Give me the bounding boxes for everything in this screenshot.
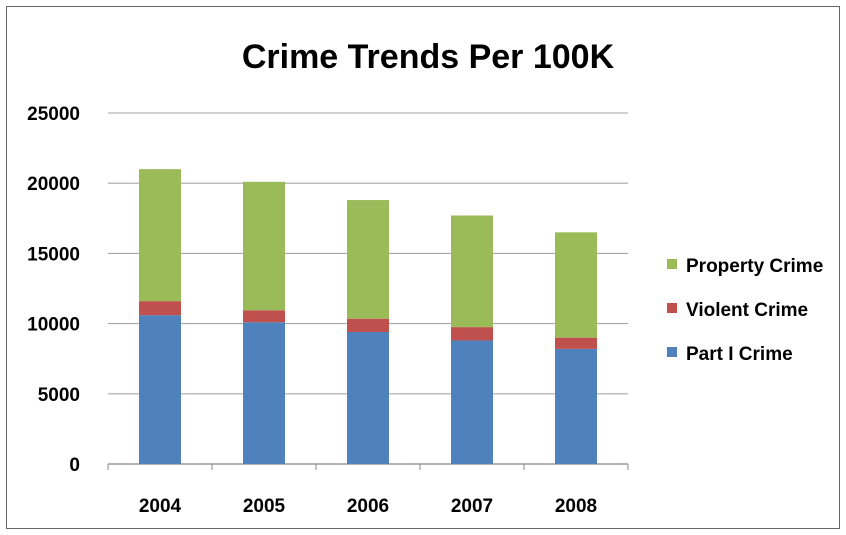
bar-property-crime-2006 bbox=[347, 200, 389, 319]
bars bbox=[139, 169, 597, 464]
bar-violent-crime-2004 bbox=[139, 301, 181, 316]
legend-swatch-part-i-crime bbox=[667, 347, 677, 357]
y-tick-label-5000: 5000 bbox=[38, 385, 80, 406]
bar-property-crime-2005 bbox=[243, 181, 285, 311]
y-tick-label-15000: 15000 bbox=[27, 244, 80, 265]
y-tick-label-10000: 10000 bbox=[27, 315, 80, 336]
bar-violent-crime-2007 bbox=[451, 327, 493, 341]
y-axis-ticks: 0 5000 10000 15000 20000 25000 bbox=[27, 104, 80, 476]
bar-part-i-crime-2007 bbox=[451, 340, 493, 464]
x-tick-label-2006: 2006 bbox=[347, 496, 389, 517]
gridlines bbox=[107, 112, 629, 470]
bar-property-crime-2004 bbox=[139, 169, 181, 302]
bar-part-i-crime-2006 bbox=[347, 332, 389, 464]
bar-violent-crime-2006 bbox=[347, 318, 389, 333]
legend: Property Crime Violent Crime Part I Crime bbox=[667, 256, 823, 365]
x-tick-label-2005: 2005 bbox=[243, 496, 286, 517]
legend-swatch-property-crime bbox=[667, 259, 677, 269]
x-tick-label-2008: 2008 bbox=[555, 496, 597, 517]
legend-swatch-violent-crime bbox=[667, 303, 677, 313]
chart-title: Crime Trends Per 100K bbox=[242, 38, 615, 76]
bar-part-i-crime-2008 bbox=[555, 348, 597, 464]
x-tick-label-2004: 2004 bbox=[139, 496, 182, 517]
bar-property-crime-2008 bbox=[555, 232, 597, 338]
bar-part-i-crime-2004 bbox=[139, 315, 181, 464]
bar-violent-crime-2005 bbox=[243, 310, 285, 323]
y-tick-label-20000: 20000 bbox=[27, 174, 80, 195]
x-axis-ticks: 2004 2005 2006 2007 2008 bbox=[139, 496, 597, 517]
bar-violent-crime-2008 bbox=[555, 337, 597, 349]
y-tick-label-0: 0 bbox=[69, 455, 80, 476]
bar-part-i-crime-2005 bbox=[243, 322, 285, 464]
x-tick-label-2007: 2007 bbox=[451, 496, 493, 517]
legend-label-property-crime: Property Crime bbox=[686, 256, 823, 277]
legend-label-part-i-crime: Part I Crime bbox=[686, 344, 793, 365]
bar-property-crime-2007 bbox=[451, 215, 493, 328]
legend-label-violent-crime: Violent Crime bbox=[686, 300, 808, 321]
y-tick-label-25000: 25000 bbox=[27, 104, 80, 125]
